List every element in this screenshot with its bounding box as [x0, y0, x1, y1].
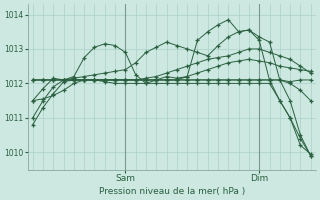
X-axis label: Pression niveau de la mer( hPa ): Pression niveau de la mer( hPa ) [99, 187, 245, 196]
